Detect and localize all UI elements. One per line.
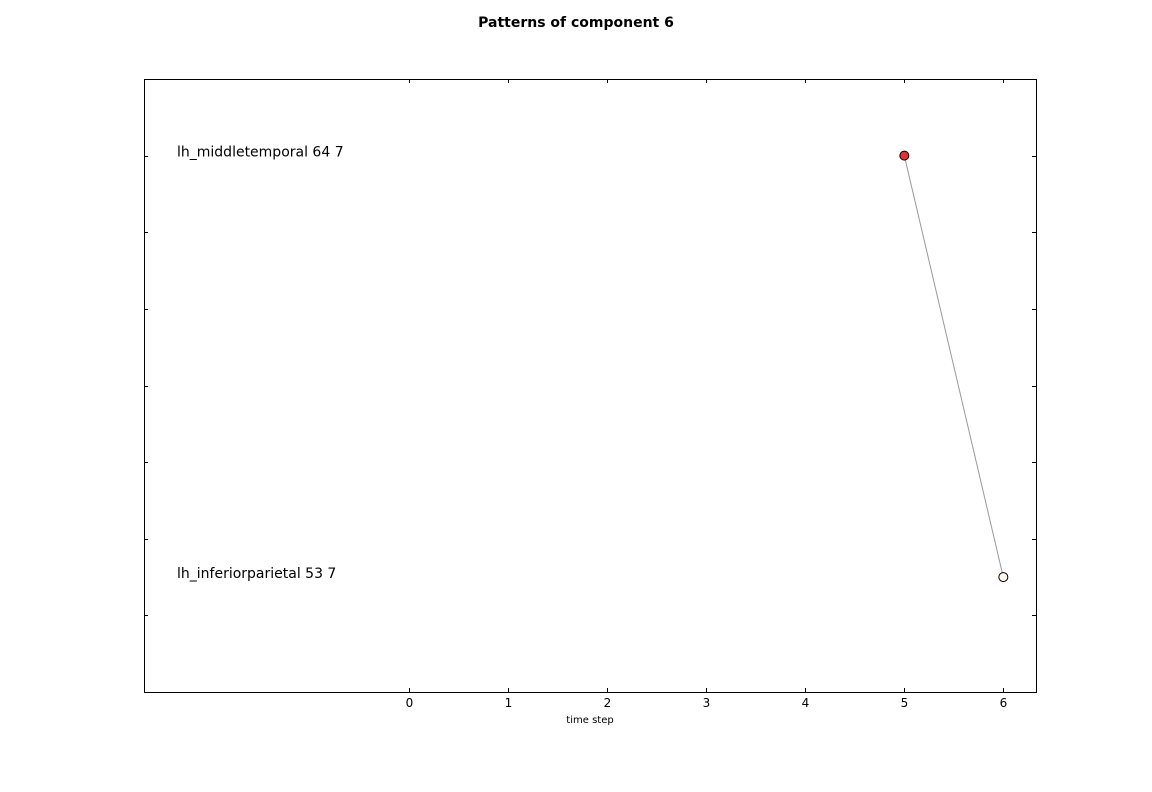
x-tick-label: 4 [802, 696, 810, 710]
region-label: lh_middletemporal 64 7 [177, 145, 344, 161]
x-tick-label: 6 [1000, 696, 1008, 710]
series-layer: lh_middletemporal 64 7 lh_inferiorparieta… [177, 145, 1009, 583]
data-point [899, 150, 910, 161]
chart-title: Patterns of component 6 [478, 15, 674, 31]
series-line [903, 155, 1004, 578]
region-label: lh_inferiorparietal 53 7 [177, 566, 336, 582]
x-axis-ticks: 0 1 2 3 4 5 6 [406, 79, 1008, 710]
x-tick-label: 2 [604, 696, 612, 710]
x-axis-label: time step [566, 715, 613, 726]
x-tick-label: 3 [703, 696, 711, 710]
x-tick-label: 0 [406, 696, 414, 710]
x-tick-label: 5 [901, 696, 909, 710]
x-tick-label: 1 [505, 696, 513, 710]
y-axis-ticks [144, 156, 1036, 616]
data-point [998, 572, 1009, 583]
plot-area [144, 79, 1037, 693]
